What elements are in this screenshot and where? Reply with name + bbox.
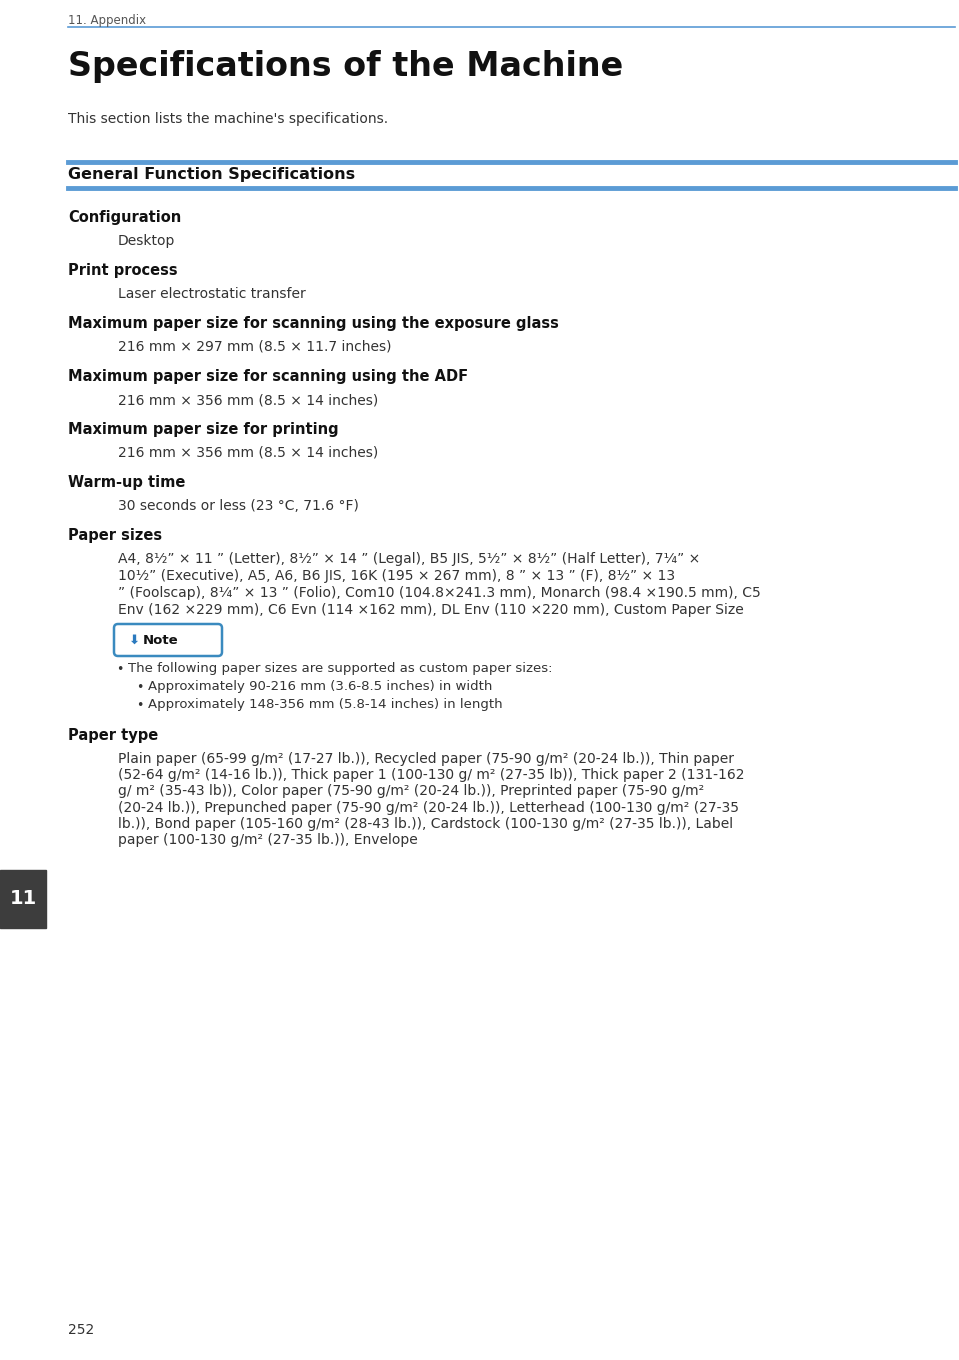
Text: Plain paper (65-99 g/m² (17-27 lb.)), Recycled paper (75-90 g/m² (20-24 lb.)), T: Plain paper (65-99 g/m² (17-27 lb.)), Re… [118,752,744,847]
Text: The following paper sizes are supported as custom paper sizes:: The following paper sizes are supported … [128,662,552,675]
Text: 252: 252 [68,1323,94,1337]
Text: ” (Foolscap), 8¹⁄₄” × 13 ” (Folio), Com10 (104.8×241.3 mm), Monarch (98.4 ×190.5: ” (Foolscap), 8¹⁄₄” × 13 ” (Folio), Com1… [118,586,760,600]
Text: Warm-up time: Warm-up time [68,475,185,490]
Text: ⬇: ⬇ [128,634,139,646]
Text: Specifications of the Machine: Specifications of the Machine [68,50,623,83]
Text: Env (162 ×229 mm), C6 Evn (114 ×162 mm), DL Env (110 ×220 mm), Custom Paper Size: Env (162 ×229 mm), C6 Evn (114 ×162 mm),… [118,602,744,617]
Text: Laser electrostatic transfer: Laser electrostatic transfer [118,287,306,301]
Text: Approximately 148-356 mm (5.8-14 inches) in length: Approximately 148-356 mm (5.8-14 inches)… [148,698,503,711]
Text: Maximum paper size for scanning using the exposure glass: Maximum paper size for scanning using th… [68,316,559,330]
Text: Desktop: Desktop [118,234,175,248]
Text: Paper type: Paper type [68,728,158,743]
Text: General Function Specifications: General Function Specifications [68,167,355,182]
Text: 216 mm × 297 mm (8.5 × 11.7 inches): 216 mm × 297 mm (8.5 × 11.7 inches) [118,340,391,354]
Text: •: • [136,681,144,694]
Text: •: • [136,699,144,713]
Text: 216 mm × 356 mm (8.5 × 14 inches): 216 mm × 356 mm (8.5 × 14 inches) [118,393,378,407]
Text: A4, 8¹⁄₂” × 11 ” (Letter), 8¹⁄₂” × 14 ” (Legal), B5 JIS, 5¹⁄₂” × 8¹⁄₂” (Half Let: A4, 8¹⁄₂” × 11 ” (Letter), 8¹⁄₂” × 14 ” … [118,552,700,566]
Text: 11: 11 [10,889,36,908]
Text: •: • [116,664,124,676]
Text: 11. Appendix: 11. Appendix [68,14,146,27]
Text: Maximum paper size for printing: Maximum paper size for printing [68,422,339,437]
FancyBboxPatch shape [114,624,222,656]
Text: Approximately 90-216 mm (3.6-8.5 inches) in width: Approximately 90-216 mm (3.6-8.5 inches)… [148,680,492,694]
Text: Configuration: Configuration [68,209,181,224]
Text: Print process: Print process [68,262,177,277]
Text: Note: Note [143,634,178,646]
Text: This section lists the machine's specifications.: This section lists the machine's specifi… [68,112,388,126]
Text: 30 seconds or less (23 °C, 71.6 °F): 30 seconds or less (23 °C, 71.6 °F) [118,499,359,513]
Text: Paper sizes: Paper sizes [68,528,162,543]
Bar [0,870,46,928]
Text: Maximum paper size for scanning using the ADF: Maximum paper size for scanning using th… [68,369,468,384]
Text: 216 mm × 356 mm (8.5 × 14 inches): 216 mm × 356 mm (8.5 × 14 inches) [118,446,378,460]
Text: 10¹⁄₂” (Executive), A5, A6, B6 JIS, 16K (195 × 267 mm), 8 ” × 13 ” (F), 8¹⁄₂” × : 10¹⁄₂” (Executive), A5, A6, B6 JIS, 16K … [118,568,675,583]
